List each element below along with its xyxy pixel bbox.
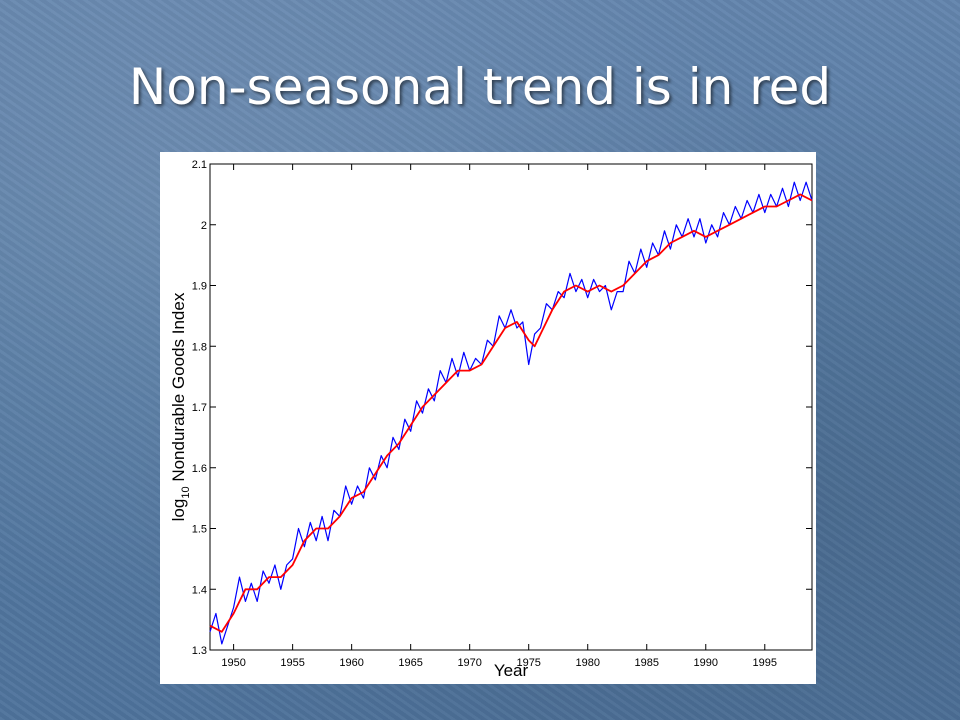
x-tick-label: 1990	[694, 657, 718, 669]
y-tick-label: 1.7	[192, 402, 207, 414]
y-axis-label-rest: Nondurable Goods Index	[169, 292, 188, 486]
x-axis-label: Year	[494, 661, 529, 680]
y-tick-label: 1.5	[192, 524, 207, 536]
x-tick-label: 1960	[339, 657, 363, 669]
y-tick-label: 1.8	[192, 341, 207, 353]
y-axis-label-main: log	[169, 499, 188, 522]
x-tick-label: 1965	[398, 657, 422, 669]
y-tick-label: 1.4	[192, 584, 207, 596]
line-chart: 1950 1955 1960 1965 1970 1975 1980 1985 1990 1995…	[169, 159, 813, 680]
y-tick-label: 1.9	[192, 281, 207, 293]
ticks-layer: 1950 1955 1960 1965 1970 1975 1980 1985 1990 1995…	[192, 159, 812, 669]
series-layer	[209, 181, 813, 645]
slide-title: Non-seasonal trend is in red	[128, 58, 832, 116]
y-axis-label-subscript: 10	[180, 486, 192, 498]
y-tick-label: 2	[201, 220, 207, 232]
observed-series-line	[209, 181, 813, 645]
y-axis-label: log10 Nondurable Goods Index	[169, 292, 192, 521]
plot-frame	[209, 163, 813, 651]
y-tick-label: 1.6	[192, 463, 207, 475]
x-tick-label: 1950	[221, 657, 245, 669]
y-tick-label: 1.3	[192, 645, 207, 657]
x-tick-label: 1970	[457, 657, 481, 669]
y-tick-label: 2.1	[192, 159, 207, 171]
trend-series-line	[209, 193, 813, 633]
x-tick-label: 1975	[516, 657, 540, 669]
x-tick-label: 1980	[575, 657, 599, 669]
chart-panel: 1950 1955 1960 1965 1970 1975 1980 1985 1990 1995…	[160, 152, 816, 684]
x-tick-label: 1955	[280, 657, 304, 669]
x-tick-label: 1985	[635, 657, 659, 669]
x-tick-label: 1995	[753, 657, 777, 669]
